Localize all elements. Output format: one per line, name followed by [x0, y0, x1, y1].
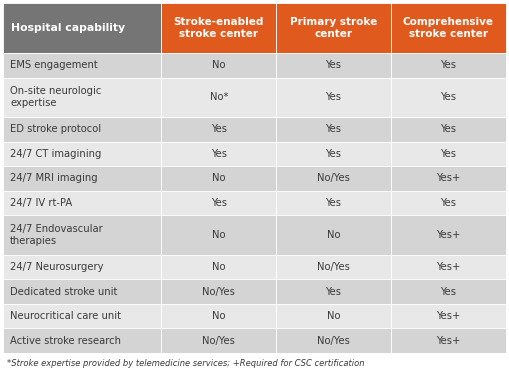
Bar: [276, 304, 391, 328]
Text: No: No: [212, 60, 225, 70]
Text: Yes: Yes: [211, 198, 227, 208]
Bar: [161, 304, 276, 328]
Bar: [161, 255, 276, 279]
Bar: [161, 279, 276, 304]
Bar: [3, 255, 161, 279]
Bar: [161, 117, 276, 141]
Text: Yes+: Yes+: [436, 311, 461, 321]
Text: Primary stroke
center: Primary stroke center: [290, 17, 377, 39]
Bar: [3, 3, 161, 53]
Bar: [391, 53, 506, 77]
Text: No: No: [327, 230, 340, 240]
Bar: [276, 279, 391, 304]
Bar: [3, 191, 161, 215]
Text: On-site neurologic
expertise: On-site neurologic expertise: [10, 86, 101, 108]
Bar: [391, 215, 506, 255]
Bar: [391, 328, 506, 353]
Bar: [391, 279, 506, 304]
Text: Yes: Yes: [440, 287, 457, 296]
Bar: [391, 255, 506, 279]
Text: Yes: Yes: [325, 287, 342, 296]
Text: EMS engagement: EMS engagement: [10, 60, 98, 70]
Text: No/Yes: No/Yes: [317, 262, 350, 272]
Text: No/Yes: No/Yes: [317, 174, 350, 183]
Text: No: No: [327, 311, 340, 321]
Text: Yes: Yes: [325, 60, 342, 70]
Text: *Stroke expertise provided by telemedicine services; +Required for CSC certifica: *Stroke expertise provided by telemedici…: [7, 359, 364, 369]
Bar: [391, 117, 506, 141]
Bar: [276, 117, 391, 141]
Text: Yes: Yes: [211, 124, 227, 134]
Text: No/Yes: No/Yes: [203, 287, 235, 296]
Text: ED stroke protocol: ED stroke protocol: [10, 124, 101, 134]
Bar: [276, 77, 391, 117]
Bar: [3, 141, 161, 166]
Bar: [3, 77, 161, 117]
Bar: [161, 328, 276, 353]
Text: No/Yes: No/Yes: [203, 336, 235, 346]
Text: Yes: Yes: [440, 124, 457, 134]
Bar: [276, 191, 391, 215]
Text: Yes: Yes: [440, 149, 457, 159]
Text: Yes: Yes: [440, 60, 457, 70]
Text: Yes+: Yes+: [436, 262, 461, 272]
Bar: [391, 77, 506, 117]
Bar: [391, 304, 506, 328]
Text: Neurocritical care unit: Neurocritical care unit: [10, 311, 121, 321]
Bar: [276, 328, 391, 353]
Bar: [391, 166, 506, 191]
Text: No: No: [212, 262, 225, 272]
Bar: [276, 3, 391, 53]
Text: 24/7 Neurosurgery: 24/7 Neurosurgery: [10, 262, 103, 272]
Bar: [161, 3, 276, 53]
Bar: [3, 117, 161, 141]
Bar: [276, 215, 391, 255]
Text: Yes: Yes: [440, 92, 457, 102]
Text: Stroke-enabled
stroke center: Stroke-enabled stroke center: [174, 17, 264, 39]
Text: No: No: [212, 230, 225, 240]
Bar: [161, 215, 276, 255]
Text: Yes: Yes: [211, 149, 227, 159]
Bar: [161, 77, 276, 117]
Bar: [3, 166, 161, 191]
Text: Yes: Yes: [325, 149, 342, 159]
Text: Yes+: Yes+: [436, 230, 461, 240]
Text: No: No: [212, 174, 225, 183]
Bar: [276, 141, 391, 166]
Bar: [3, 304, 161, 328]
Bar: [3, 53, 161, 77]
Bar: [276, 166, 391, 191]
Text: Yes+: Yes+: [436, 174, 461, 183]
Text: Yes: Yes: [325, 198, 342, 208]
Text: No: No: [212, 311, 225, 321]
Text: Yes: Yes: [440, 198, 457, 208]
Bar: [391, 141, 506, 166]
Bar: [276, 53, 391, 77]
Bar: [3, 215, 161, 255]
Bar: [276, 255, 391, 279]
Bar: [3, 279, 161, 304]
Text: Yes: Yes: [325, 124, 342, 134]
Text: Hospital capability: Hospital capability: [11, 23, 125, 33]
Text: Dedicated stroke unit: Dedicated stroke unit: [10, 287, 118, 296]
Text: 24/7 CT imagining: 24/7 CT imagining: [10, 149, 101, 159]
Text: 24/7 MRI imaging: 24/7 MRI imaging: [10, 174, 98, 183]
Bar: [391, 3, 506, 53]
Text: Yes: Yes: [325, 92, 342, 102]
Text: 24/7 IV rt-PA: 24/7 IV rt-PA: [10, 198, 72, 208]
Text: 24/7 Endovascular
therapies: 24/7 Endovascular therapies: [10, 224, 103, 246]
Bar: [3, 328, 161, 353]
Bar: [161, 141, 276, 166]
Text: Comprehensive
stroke center: Comprehensive stroke center: [403, 17, 494, 39]
Bar: [391, 191, 506, 215]
Text: No/Yes: No/Yes: [317, 336, 350, 346]
Bar: [161, 191, 276, 215]
Bar: [3, 353, 506, 375]
Text: Yes+: Yes+: [436, 336, 461, 346]
Bar: [161, 166, 276, 191]
Text: No*: No*: [210, 92, 228, 102]
Bar: [161, 53, 276, 77]
Text: Active stroke research: Active stroke research: [10, 336, 121, 346]
